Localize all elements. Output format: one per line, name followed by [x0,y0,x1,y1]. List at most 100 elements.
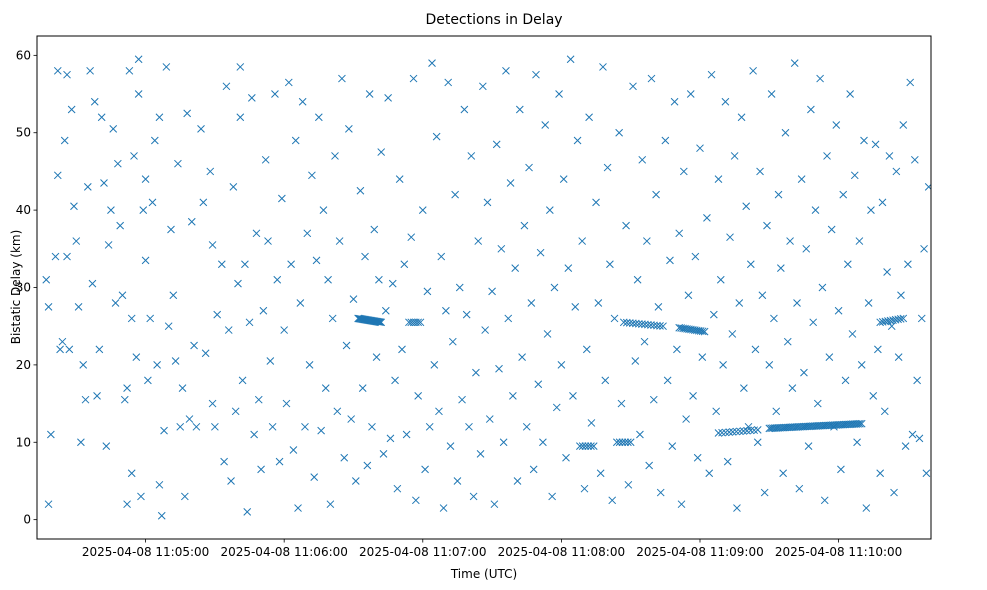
data-point [111,299,120,307]
data-point [557,361,566,369]
data-point [901,442,910,450]
data-point [345,125,353,133]
data-point [67,105,76,114]
data-point [719,361,727,369]
data-point [709,310,718,319]
data-point [644,320,652,329]
data-point [621,438,629,447]
data-point [714,429,723,437]
data-point [474,237,483,245]
data-point [668,442,677,450]
data-point [869,391,878,400]
data-point [758,291,767,300]
data-point [363,461,372,470]
data-point [275,457,284,466]
data-point [622,318,631,327]
data-point [171,357,180,365]
data-point [47,430,55,439]
data-point [564,264,573,273]
data-point [70,202,78,211]
data-point [375,275,383,284]
data-point [282,399,291,408]
data-point [864,299,873,307]
data-point [476,450,485,458]
data-point [236,63,245,71]
data-point [924,183,931,191]
data-point [728,330,737,338]
data-point [150,136,159,145]
data-point [74,302,83,311]
data-point [645,461,654,470]
data-point [527,299,536,307]
x-axis-label: Time (UTC) [450,567,517,581]
data-point [185,415,194,423]
data-point [876,469,885,478]
data-point [571,302,580,311]
data-point [386,434,395,443]
x-tick-label: 2025-04-08 11:09:00 [636,545,763,559]
data-point [913,376,921,385]
x-tick-label: 2025-04-08 11:07:00 [359,545,486,559]
data-point [81,395,90,404]
data-point [885,152,894,160]
data-point [922,469,931,478]
data-point [515,105,524,114]
data-point [559,175,568,184]
data-point [511,264,520,273]
data-point [608,496,617,505]
data-point [726,233,734,242]
data-point [465,422,473,431]
data-point [700,327,709,336]
data-point [268,422,277,431]
data-point [823,152,831,160]
data-point [118,291,127,300]
data-point [536,248,545,257]
x-tick-label: 2025-04-08 11:10:00 [775,545,902,559]
data-point [407,233,416,242]
data-point [90,97,99,106]
data-point [714,175,723,184]
data-point [425,422,434,431]
data-point [837,465,845,474]
data-point [497,244,506,253]
data-point [539,438,547,447]
data-point [495,364,503,373]
data-point [573,136,582,145]
data-point [418,206,427,214]
data-point [795,484,804,493]
data-point [481,326,490,334]
data-point [649,395,658,404]
data-point [615,128,623,137]
data-point [827,225,836,234]
data-point [79,361,88,369]
data-point [472,368,480,377]
data-point [917,314,926,323]
data-point [693,453,702,462]
data-point [266,357,275,365]
data-point [63,252,71,261]
data-point [398,345,406,354]
data-point [599,63,607,71]
data-point [257,465,265,474]
data-point [809,318,818,327]
data-point [328,314,337,323]
data-point [430,361,439,369]
data-point [670,97,679,106]
data-point [647,321,655,329]
data-point [116,221,125,230]
data-point [254,395,263,404]
data-point [206,167,215,176]
data-point [756,167,764,176]
data-point [578,442,587,450]
data-point [247,94,256,102]
data-point [291,136,300,145]
data-point [860,136,868,145]
data-point [58,337,67,346]
data-point [739,427,748,435]
data-point [488,287,496,296]
data-point [534,380,543,389]
data-point [633,275,642,284]
data-point [578,237,587,245]
data-point [444,78,453,87]
data-point [638,320,646,328]
